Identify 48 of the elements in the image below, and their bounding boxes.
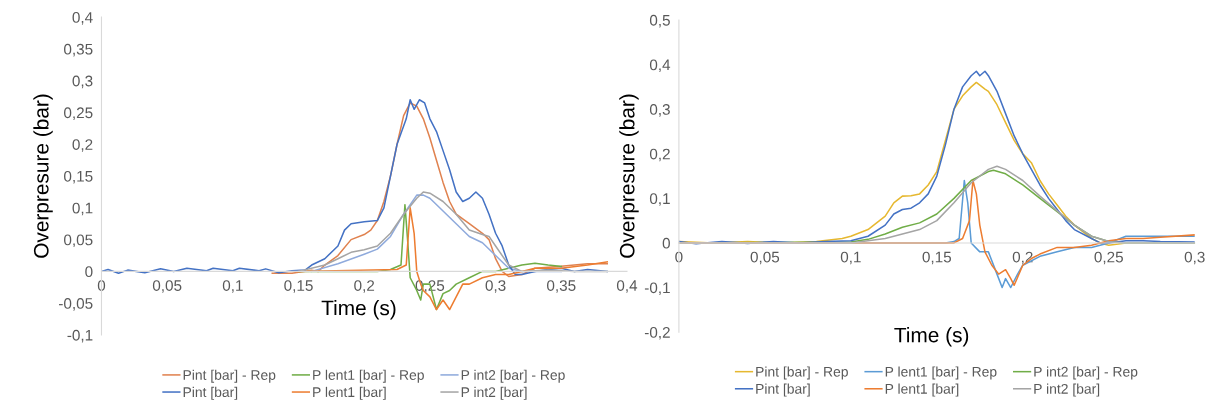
x-tick-label: 0,05 <box>750 251 780 265</box>
legend-label: P lent1 [bar] <box>313 386 386 400</box>
x-tick-label: 0,1 <box>840 251 861 265</box>
y-tick-label: 0,4 <box>72 12 93 25</box>
legend-label: Pint [bar] <box>756 383 810 397</box>
legend-label: P lent1 [bar] <box>885 383 959 397</box>
y-tick-label: 0,1 <box>72 202 93 216</box>
y-tick-label: 0,35 <box>64 43 93 57</box>
y-tick-label: 0,2 <box>649 148 670 162</box>
x-axis-title: Time (s) <box>894 327 969 347</box>
legend-label: P int2 [bar] <box>461 386 527 400</box>
legend-label: P lent1 [bar] - Rep <box>313 369 424 383</box>
y-tick-label: 0,5 <box>649 14 670 28</box>
y-tick-label: 0,15 <box>64 170 93 184</box>
legend-label: P int2 [bar] <box>1034 383 1100 397</box>
y-tick-label: 0,3 <box>649 104 670 117</box>
y-tick-label: 0,1 <box>649 193 670 206</box>
x-tick-label: 0,4 <box>616 280 638 293</box>
y-tick-label: 0,3 <box>72 75 93 89</box>
y-tick-label: 0,25 <box>64 107 93 120</box>
legend-label: P int2 [bar] - Rep <box>461 369 565 383</box>
legend-label: P int2 [bar] - Rep <box>1034 366 1138 380</box>
x-tick-label: 0,3 <box>485 280 506 293</box>
legend-label: Pint [bar] - Rep <box>756 366 848 380</box>
y-tick-label: -0,2 <box>644 326 670 340</box>
legend-label: Pint [bar] - Rep <box>183 369 276 383</box>
y-tick-label: -0,1 <box>67 329 93 343</box>
x-tick-label: 0,15 <box>922 251 952 265</box>
x-tick-label: 0,25 <box>1094 251 1123 265</box>
x-tick-label: 0,35 <box>547 280 576 293</box>
x-tick-label: 0,3 <box>1184 251 1205 265</box>
y-axis-title: Overpresure (bar) <box>619 94 639 258</box>
y-tick-label: 0,05 <box>64 234 93 248</box>
x-axis-title: Time (s) <box>321 300 396 320</box>
x-tick-label: 0,1 <box>222 280 243 293</box>
y-tick-label: -0,1 <box>644 282 670 296</box>
x-tick-label: 0 <box>675 251 683 263</box>
x-tick-label: 0,05 <box>152 280 182 293</box>
y-tick-label: 0,4 <box>649 59 671 73</box>
y-tick-label: 0,2 <box>72 139 93 152</box>
y-tick-label: 0 <box>85 266 93 278</box>
legend-label: Pint [bar] <box>183 386 238 400</box>
legend-label: P lent1 [bar] - Rep <box>885 366 997 380</box>
y-tick-label: -0,05 <box>59 298 93 311</box>
y-tick-label: 0 <box>662 237 670 249</box>
y-axis-title: Overpresure (bar) <box>33 94 53 258</box>
x-tick-label: 0,2 <box>354 280 375 293</box>
x-tick-label: 0,15 <box>284 280 313 293</box>
